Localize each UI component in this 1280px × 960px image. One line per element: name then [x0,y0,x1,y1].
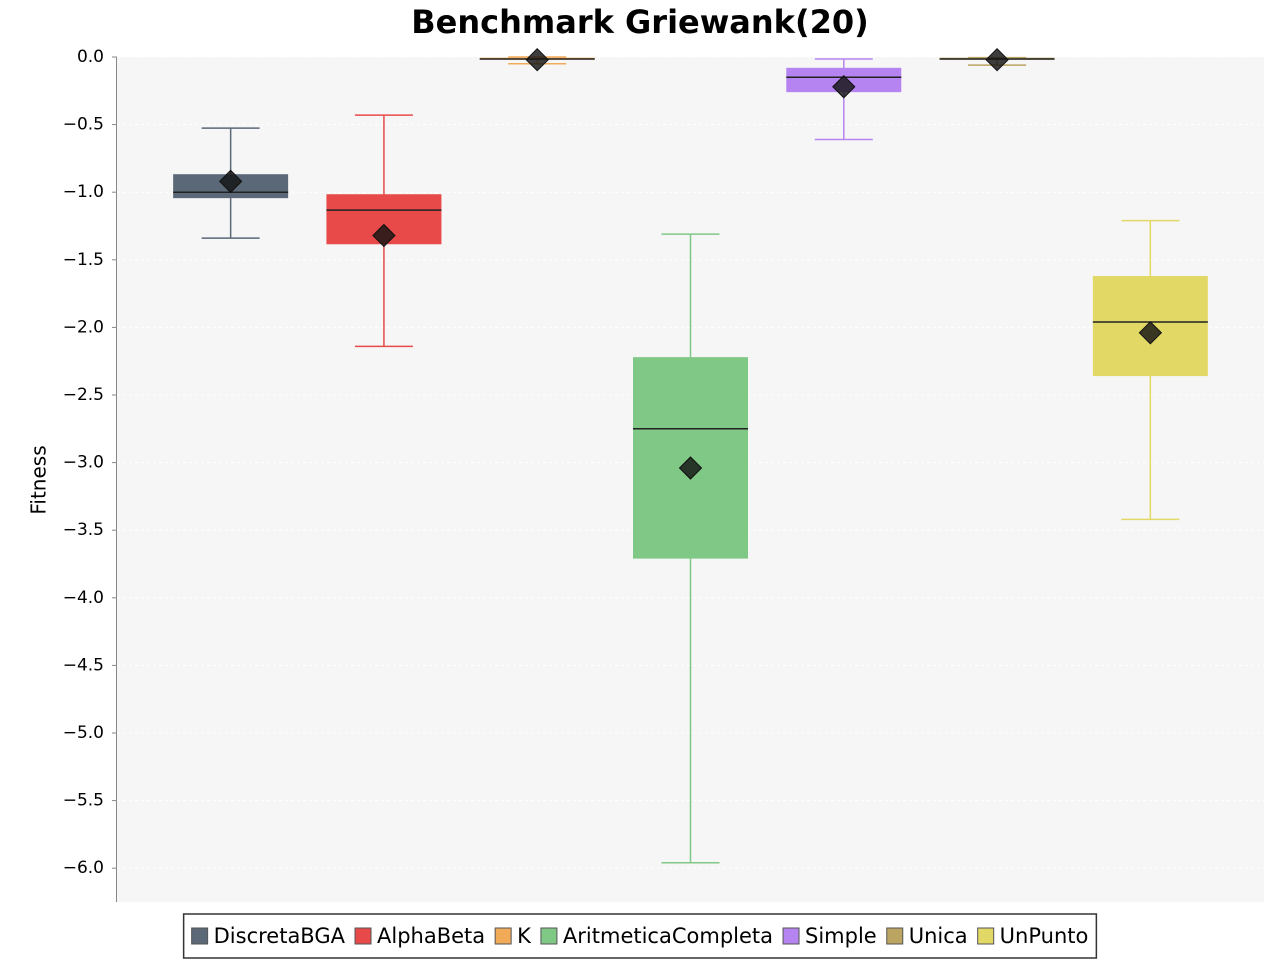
legend-swatch [886,927,904,945]
y-tick-label: −6.0 [63,858,104,878]
legend-label: UnPunto [1000,924,1089,948]
y-tick-label: −2.5 [63,385,104,405]
y-tick-label: −5.5 [63,791,104,811]
mean-marker [1138,321,1163,345]
y-tick-label: −4.5 [63,655,104,675]
legend-swatch [494,927,512,945]
legend-label: AritmeticaCompleta [563,924,773,948]
y-axis-label: Fitness [27,445,51,514]
y-tick-label: −3.5 [63,520,104,540]
mean-marker [372,223,396,248]
y-tick-label: −2.0 [63,317,104,337]
legend-swatch [977,927,995,945]
legend [182,913,1098,959]
y-tick-label: −3.0 [63,453,104,473]
legend-swatch [782,927,800,945]
y-tick-label: −1.0 [63,182,104,202]
legend-label: K [517,924,532,948]
legend-label: AlphaBeta [377,924,485,948]
y-tick-label: −5.0 [63,723,104,743]
y-tick-label: −4.0 [63,588,104,608]
y-tick-label: −1.5 [63,250,104,270]
legend-label: Simple [805,924,877,948]
mean-marker [832,75,856,99]
legend-swatch [354,927,372,945]
mean-marker [678,456,703,480]
chart-title: Benchmark Griewank(20) [411,3,868,41]
mean-marker [985,47,1009,72]
legend-swatch [540,927,558,945]
mean-marker [218,169,243,194]
legend-label: Unica [909,924,968,948]
y-tick-label: 0.0 [77,47,104,67]
y-tick-label: −0.5 [63,115,104,135]
legend-swatch [191,927,209,945]
mean-marker [525,47,549,72]
legend-label: DiscretaBGA [214,924,346,948]
